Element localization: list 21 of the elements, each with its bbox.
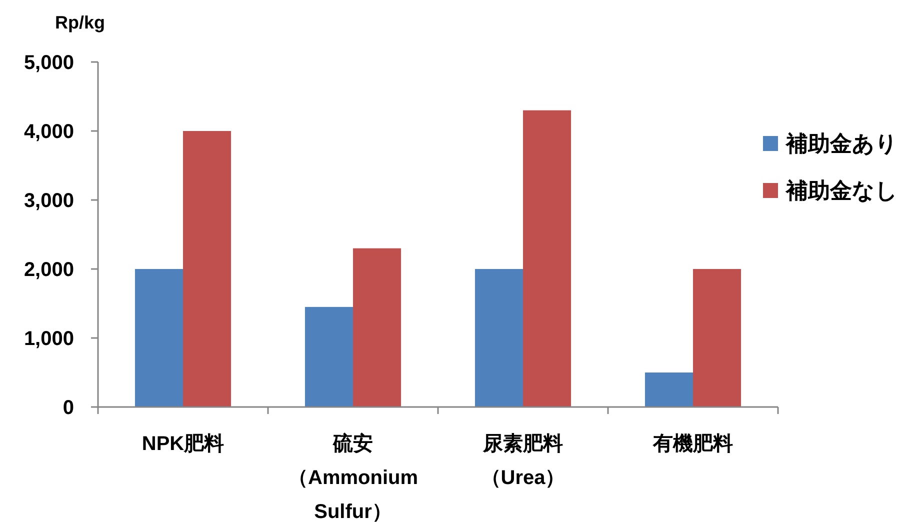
x-tick-label: 尿素肥料（Urea） bbox=[480, 432, 566, 489]
y-axis-title: Rp/kg bbox=[54, 12, 106, 32]
bar bbox=[183, 131, 232, 407]
bar bbox=[134, 269, 183, 407]
legend-label: 補助金なし bbox=[785, 178, 898, 204]
y-tick-label: 4,000 bbox=[24, 121, 74, 143]
bar bbox=[304, 306, 353, 407]
x-tick-label: 有機肥料 bbox=[652, 433, 733, 455]
x-tick-label: NPK肥料 bbox=[142, 433, 224, 455]
y-tick-label: 1,000 bbox=[24, 328, 74, 350]
y-tick-label: 2,000 bbox=[24, 259, 74, 281]
bar bbox=[353, 248, 402, 407]
y-tick-label: 0 bbox=[62, 397, 74, 419]
legend-label: 補助金あり bbox=[785, 131, 898, 156]
bar bbox=[474, 269, 523, 407]
y-tick-label: 5,000 bbox=[24, 52, 74, 74]
bar bbox=[693, 269, 742, 407]
x-tick-label: 硫安（Ammonium Sulfur） bbox=[288, 432, 418, 522]
y-tick-label: 3,000 bbox=[24, 190, 74, 212]
bar bbox=[644, 372, 693, 407]
bar bbox=[523, 110, 572, 407]
